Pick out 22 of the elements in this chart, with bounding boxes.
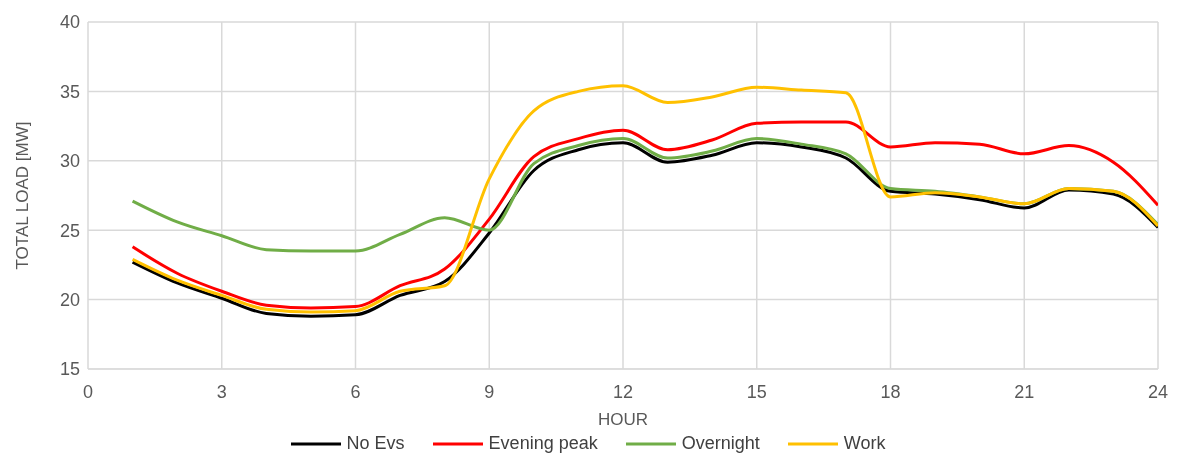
y-axis-title: TOTAL LOAD [MW] — [13, 121, 33, 270]
legend-label: No Evs — [346, 433, 405, 454]
y-tick-label: 20 — [59, 289, 80, 310]
legend-label: Evening peak — [488, 433, 598, 454]
x-tick-label: 24 — [1147, 381, 1169, 402]
y-tick-label: 40 — [59, 12, 80, 33]
y-tick-label: 30 — [59, 151, 80, 172]
x-tick-label: 15 — [746, 381, 767, 402]
x-tick-label: 18 — [880, 381, 901, 402]
y-tick-label: 15 — [59, 359, 80, 380]
y-tick-label: 25 — [59, 220, 80, 241]
x-tick-label: 9 — [484, 381, 495, 402]
x-tick-label: 21 — [1014, 381, 1035, 402]
legend-label: Overnight — [681, 433, 760, 454]
legend-label: Work — [843, 433, 886, 454]
x-axis-title: HOUR — [597, 410, 649, 429]
x-tick-label: 12 — [612, 381, 634, 402]
x-tick-label: 3 — [216, 381, 227, 402]
line-series — [131, 84, 1158, 314]
x-tick-label: 6 — [350, 381, 361, 402]
y-tick-label: 35 — [59, 81, 80, 102]
x-tick-label: 0 — [82, 381, 94, 402]
